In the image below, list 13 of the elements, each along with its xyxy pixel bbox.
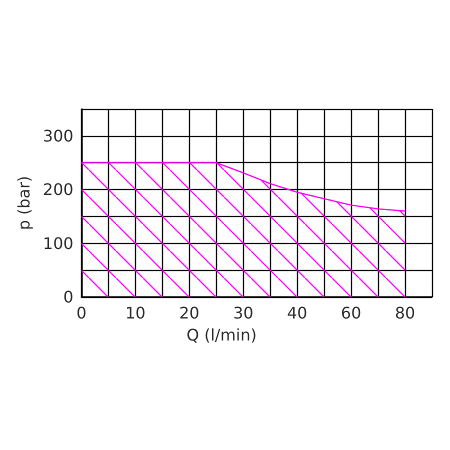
x-tick-label: 20 xyxy=(179,304,200,322)
x-axis-title: Q (l/min) xyxy=(186,326,257,344)
x-tick-label: 60 xyxy=(340,304,362,322)
x-tick-label: 40 xyxy=(286,304,308,322)
x-tick-label: 0 xyxy=(76,304,87,322)
x-tick-label: 10 xyxy=(125,304,146,322)
x-tick-label: 30 xyxy=(233,304,254,322)
y-tick-label: 200 xyxy=(42,180,74,200)
y-tick-label: 100 xyxy=(42,234,74,253)
y-tick-label: 0 xyxy=(63,288,74,306)
y-axis-title: p (bar) xyxy=(14,176,34,230)
y-tick-label: 300 xyxy=(42,126,74,146)
x-tick-label: 80 xyxy=(394,304,416,322)
